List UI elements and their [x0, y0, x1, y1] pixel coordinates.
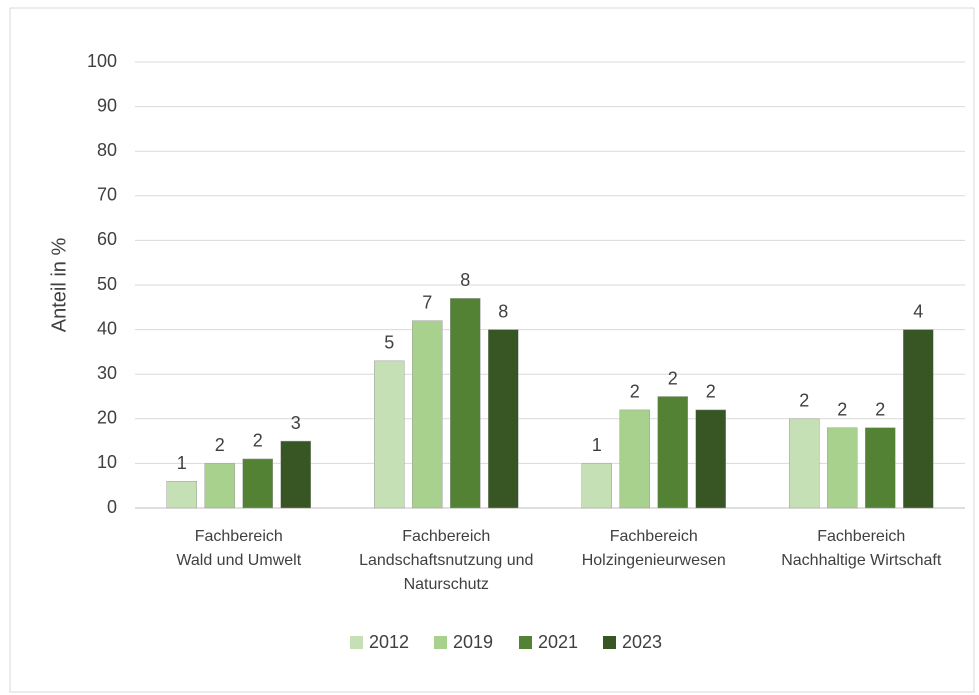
bar — [280, 440, 311, 509]
y-tick-label: 0 — [107, 497, 117, 517]
x-tick-label: Fachbereich — [402, 528, 490, 545]
y-tick-label: 50 — [97, 274, 117, 294]
bar — [412, 320, 443, 509]
y-tick-label: 20 — [97, 408, 117, 428]
bar — [581, 463, 612, 509]
data-label: 2 — [837, 399, 847, 419]
y-tick-label: 10 — [97, 452, 117, 472]
data-label: 1 — [177, 453, 187, 473]
data-label: 8 — [498, 301, 508, 321]
bar — [865, 427, 896, 509]
data-label: 5 — [384, 333, 394, 353]
data-label: 2 — [668, 368, 678, 388]
bar — [695, 409, 726, 509]
x-tick-label: Fachbereich — [817, 528, 905, 545]
x-tick-label: Landschaftsnutzung und — [359, 552, 533, 569]
bar — [903, 329, 934, 509]
legend-swatch — [603, 636, 616, 649]
legend-swatch — [350, 636, 363, 649]
data-label: 2 — [706, 382, 716, 402]
y-tick-label: 30 — [97, 363, 117, 383]
y-tick-label: 90 — [97, 95, 117, 115]
data-label: 2 — [215, 435, 225, 455]
bar — [827, 427, 858, 509]
bar — [619, 409, 650, 509]
y-tick-label: 70 — [97, 185, 117, 205]
bar — [204, 463, 235, 509]
y-axis-title: Anteil in % — [48, 238, 70, 333]
y-tick-label: 100 — [87, 51, 117, 71]
bar — [166, 480, 197, 509]
data-label: 1 — [592, 435, 602, 455]
data-label: 2 — [253, 431, 263, 451]
legend-label: 2019 — [453, 632, 493, 652]
legend-label: 2012 — [369, 632, 409, 652]
x-tick-label: Holzingenieurwesen — [582, 552, 726, 569]
data-label: 2 — [799, 391, 809, 411]
bar — [488, 329, 519, 509]
data-label: 4 — [913, 301, 923, 321]
x-tick-label: Fachbereich — [610, 528, 698, 545]
x-tick-label: Wald und Umwelt — [176, 552, 301, 569]
legend-swatch — [519, 636, 532, 649]
data-label: 7 — [422, 292, 432, 312]
legend-label: 2023 — [622, 632, 662, 652]
legend-label: 2021 — [538, 632, 578, 652]
x-tick-label: Nachhaltige Wirtschaft — [781, 552, 942, 569]
x-tick-label: Naturschutz — [404, 576, 489, 593]
bar — [374, 360, 405, 509]
y-tick-label: 80 — [97, 140, 117, 160]
y-tick-label: 60 — [97, 229, 117, 249]
bar — [789, 418, 820, 509]
chart-frame — [9, 7, 975, 693]
bar — [657, 396, 688, 509]
bar — [450, 298, 481, 509]
bar — [242, 458, 273, 509]
data-label: 8 — [460, 270, 470, 290]
data-label: 2 — [630, 382, 640, 402]
data-label: 3 — [291, 413, 301, 433]
legend-swatch — [434, 636, 447, 649]
x-tick-label: Fachbereich — [195, 528, 283, 545]
y-tick-label: 40 — [97, 318, 117, 338]
data-label: 2 — [875, 399, 885, 419]
